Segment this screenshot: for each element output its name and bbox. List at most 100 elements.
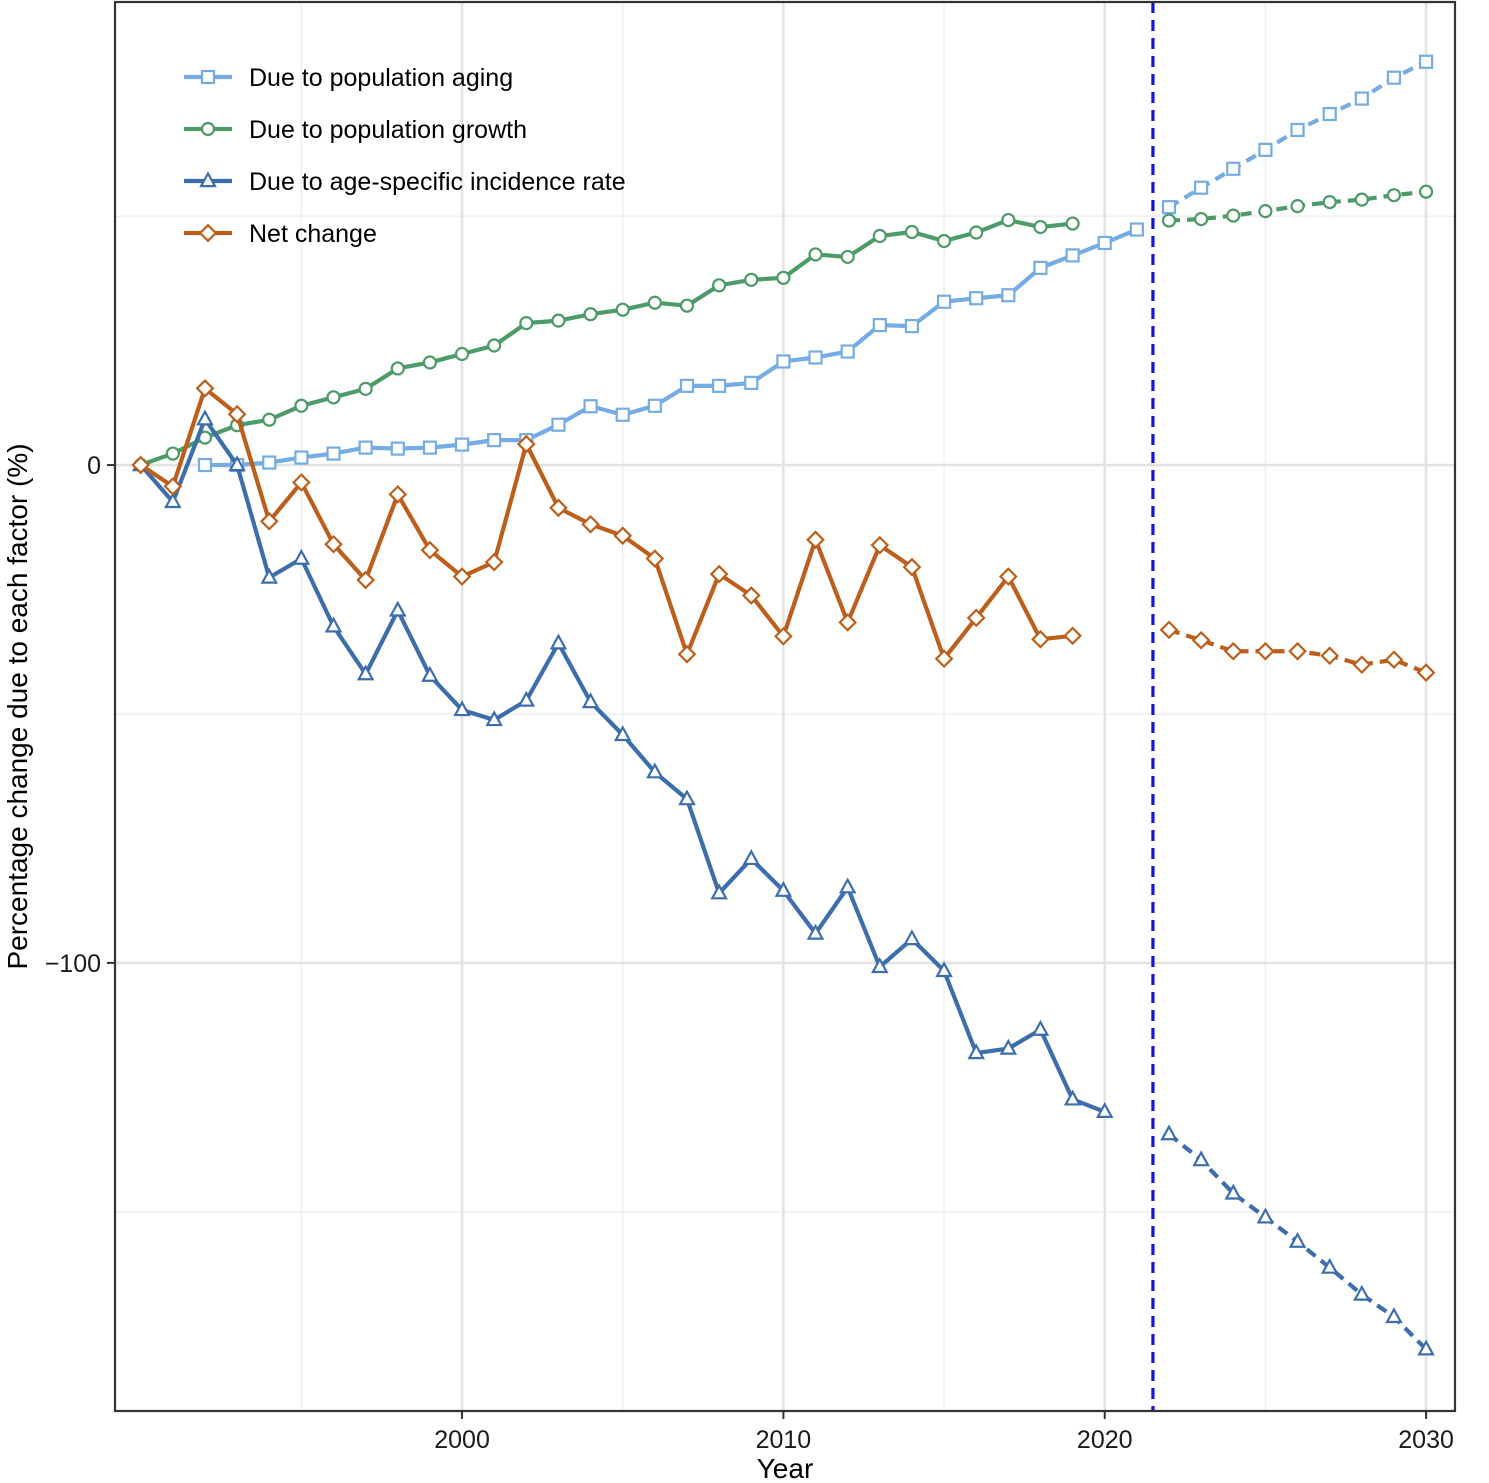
- data-point-triangle: [1288, 1231, 1307, 1248]
- data-point-triangle: [613, 725, 632, 742]
- data-point-square: [422, 440, 438, 455]
- data-point-circle: [487, 338, 502, 353]
- data-point-triangle: [485, 710, 503, 727]
- data-point-circle: [1322, 195, 1337, 210]
- data-point-triangle: [389, 600, 407, 617]
- data-point-diamond: [677, 644, 697, 664]
- data-point-square: [1194, 180, 1209, 195]
- data-point-diamond: [902, 557, 922, 577]
- data-point-square: [904, 319, 920, 334]
- data-point-triangle: [421, 665, 439, 682]
- data-point-triangle: [581, 692, 600, 709]
- data-point-square: [1033, 260, 1048, 275]
- data-point-square: [744, 375, 759, 390]
- data-point-diamond: [581, 514, 600, 534]
- data-point-diamond: [516, 434, 536, 454]
- data-point-circle: [1033, 219, 1048, 235]
- data-point-square: [1129, 222, 1144, 237]
- data-point-square: [776, 354, 791, 369]
- data-point-circle: [358, 381, 373, 396]
- data-point-diamond: [1063, 626, 1082, 646]
- data-point-triangle: [324, 616, 343, 633]
- data-point-circle: [1161, 213, 1177, 228]
- data-point-diamond: [741, 586, 761, 605]
- x-tick-label: 2000: [434, 1426, 490, 1454]
- x-axis-title: Year: [757, 1453, 814, 1483]
- data-point-circle: [904, 224, 920, 240]
- data-point-triangle: [549, 633, 568, 650]
- data-point-triangle: [196, 409, 214, 426]
- data-point-diamond: [452, 567, 472, 586]
- data-point-triangle: [1256, 1207, 1275, 1224]
- data-point-triangle: [1385, 1307, 1403, 1324]
- data-point-diamond: [195, 378, 215, 398]
- data-point-circle: [1354, 192, 1369, 207]
- legend-label: Due to population aging: [249, 64, 513, 92]
- data-point-triangle: [903, 929, 921, 946]
- legend-item-3: Net change: [184, 220, 377, 248]
- data-point-triangle: [356, 664, 375, 681]
- data-point-circle: [712, 278, 727, 293]
- data-point-circle: [936, 233, 952, 249]
- data-point-square: [1418, 54, 1434, 69]
- data-point-square: [1065, 248, 1080, 263]
- data-point-circle: [1386, 188, 1402, 203]
- data-point-square: [197, 457, 213, 473]
- data-point-triangle: [774, 880, 793, 897]
- data-point-triangle: [1320, 1257, 1339, 1274]
- data-point-triangle: [871, 957, 889, 974]
- data-point-triangle: [199, 171, 217, 188]
- legend-item-2: Due to age-specific incidence rate: [184, 168, 626, 196]
- data-point-square: [454, 437, 470, 452]
- x-tick-label: 2010: [756, 1426, 812, 1454]
- series-1: [133, 184, 1434, 473]
- data-point-square: [326, 446, 341, 461]
- data-point-square: [294, 450, 309, 465]
- data-point-circle: [1194, 211, 1209, 227]
- data-point-circle: [200, 121, 216, 137]
- series-3: [131, 378, 1436, 682]
- data-point-circle: [1258, 204, 1273, 219]
- legend: Due to population aging Due to population…: [184, 64, 626, 248]
- data-point-diamond: [324, 534, 343, 554]
- data-point-triangle: [1417, 1339, 1435, 1356]
- data-point-diamond: [998, 567, 1018, 586]
- data-point-triangle: [164, 492, 182, 509]
- data-point-square: [936, 294, 952, 309]
- data-point-diamond: [1352, 655, 1372, 675]
- legend-item-0: Due to population aging: [184, 64, 513, 92]
- data-point-triangle: [710, 883, 728, 900]
- data-point-diamond: [259, 511, 279, 531]
- data-point-square: [840, 344, 855, 359]
- data-point-diamond: [549, 498, 568, 518]
- data-point-diamond: [356, 570, 376, 590]
- data-point-triangle: [1192, 1150, 1210, 1167]
- data-point-circle: [294, 398, 309, 413]
- data-point-triangle: [935, 961, 953, 978]
- data-point-diamond: [1320, 646, 1340, 666]
- data-point-circle: [326, 390, 341, 405]
- data-point-diamond: [420, 540, 440, 560]
- y-axis-title: Percentage change due to each factor (%): [2, 443, 33, 969]
- data-point-square: [487, 433, 502, 448]
- data-point-square: [615, 407, 630, 422]
- series-0: [197, 54, 1434, 473]
- data-point-diamond: [292, 473, 311, 492]
- data-point-circle: [776, 270, 791, 285]
- data-point-square: [1386, 70, 1402, 85]
- data-point-triangle: [646, 762, 664, 779]
- data-point-diamond: [1191, 630, 1211, 650]
- data-point-triangle: [806, 923, 825, 940]
- data-point-diamond: [388, 485, 408, 504]
- data-point-diamond: [870, 535, 890, 555]
- y-tick-label: −100: [45, 950, 101, 978]
- data-point-square: [358, 440, 373, 455]
- data-point-diamond: [227, 404, 247, 424]
- data-point-square: [200, 69, 216, 85]
- data-point-diamond: [1223, 641, 1243, 661]
- data-point-circle: [615, 302, 630, 317]
- data-point-diamond: [966, 608, 986, 628]
- data-point-triangle: [228, 455, 246, 472]
- data-point-circle: [647, 295, 662, 310]
- data-point-circle: [1001, 212, 1016, 228]
